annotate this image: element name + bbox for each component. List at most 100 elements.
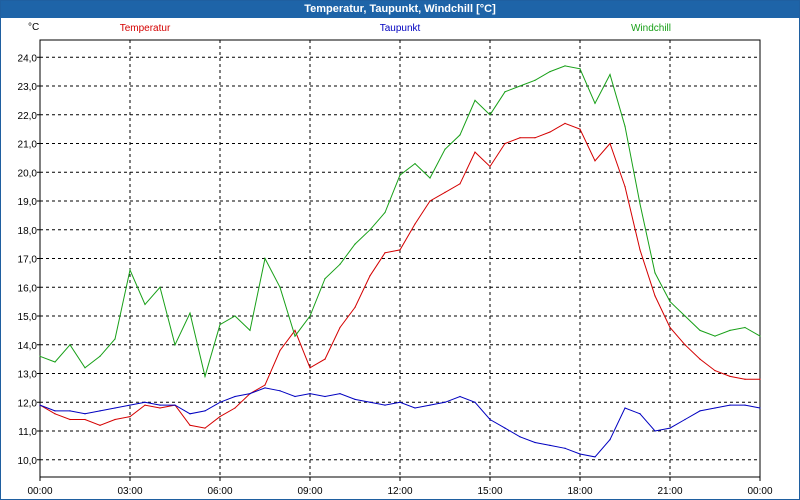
data-point-windchill xyxy=(84,367,86,369)
x-tick-label-time: 21:00 xyxy=(657,486,682,497)
data-point-windchill xyxy=(324,278,326,280)
data-point-temperatur xyxy=(204,427,206,429)
data-point-taupunkt xyxy=(744,404,746,406)
data-point-windchill xyxy=(189,312,191,314)
y-tick-label: 20,0 xyxy=(18,168,38,179)
data-point-temperatur xyxy=(339,326,341,329)
data-point-windchill xyxy=(144,303,146,306)
data-point-taupunkt xyxy=(219,401,221,403)
data-point-temperatur xyxy=(459,183,461,185)
data-point-temperatur xyxy=(639,249,641,251)
data-point-temperatur xyxy=(144,404,146,406)
data-point-taupunkt xyxy=(54,410,56,412)
data-point-windchill xyxy=(744,326,746,329)
data-point-taupunkt xyxy=(294,395,296,398)
y-axis-label: °C xyxy=(28,22,39,33)
data-point-windchill xyxy=(129,269,131,271)
data-point-temperatur xyxy=(69,418,71,421)
y-tick-label: 22,0 xyxy=(18,111,38,122)
data-point-windchill xyxy=(489,114,491,116)
data-point-temperatur xyxy=(699,358,701,360)
data-point-temperatur xyxy=(519,137,521,139)
data-point-taupunkt xyxy=(339,393,341,395)
data-point-windchill xyxy=(759,335,761,337)
data-point-windchill xyxy=(669,301,671,303)
data-point-taupunkt xyxy=(414,407,416,409)
data-point-temperatur xyxy=(354,306,356,308)
data-point-taupunkt xyxy=(69,410,71,412)
line-chart: 10,0 11,0 12,0 13,0 14,0 15,0 16,0 17,0 18,0 19,0… xyxy=(18,22,773,497)
data-point-taupunkt xyxy=(114,407,116,409)
series-line-taupunkt xyxy=(39,387,761,458)
y-tick-label: 18,0 xyxy=(18,226,38,237)
data-point-temperatur xyxy=(279,349,281,352)
data-point-temperatur xyxy=(54,413,56,415)
x-tick-label-time: 15:00 xyxy=(477,486,502,497)
data-point-taupunkt xyxy=(129,404,131,406)
data-point-windchill xyxy=(219,324,221,326)
data-point-taupunkt xyxy=(669,427,671,429)
data-point-temperatur xyxy=(669,326,671,329)
data-point-taupunkt xyxy=(279,390,281,392)
data-point-windchill xyxy=(339,263,341,265)
data-point-temperatur xyxy=(489,165,491,168)
data-point-temperatur xyxy=(189,424,191,426)
data-point-taupunkt xyxy=(504,427,506,429)
data-point-temperatur xyxy=(369,275,371,277)
data-point-temperatur xyxy=(714,370,716,372)
y-axis: 10,0 11,0 12,0 13,0 14,0 15,0 16,0 17,0 18,0 19,0… xyxy=(18,22,40,467)
data-point-windchill xyxy=(99,355,101,357)
data-point-windchill xyxy=(639,203,641,205)
data-point-taupunkt xyxy=(384,404,386,406)
data-point-taupunkt xyxy=(249,393,251,395)
data-point-windchill xyxy=(579,68,581,70)
data-point-temperatur xyxy=(84,418,86,421)
data-point-windchill xyxy=(684,315,686,317)
data-point-windchill xyxy=(474,99,476,101)
y-tick-label: 23,0 xyxy=(18,82,38,93)
y-tick-label: 16,0 xyxy=(18,283,38,294)
data-point-taupunkt xyxy=(99,410,101,412)
data-point-windchill xyxy=(729,329,731,331)
legend-label-taupunkt: Taupunkt xyxy=(380,23,421,34)
data-point-windchill xyxy=(204,375,206,377)
data-point-temperatur xyxy=(474,151,476,153)
data-point-windchill xyxy=(174,344,176,346)
data-point-temperatur xyxy=(729,375,731,377)
data-point-temperatur xyxy=(654,295,656,297)
data-point-taupunkt xyxy=(624,407,626,409)
data-point-taupunkt xyxy=(429,404,431,406)
data-point-temperatur xyxy=(624,186,626,188)
data-point-temperatur xyxy=(414,223,416,225)
data-point-windchill xyxy=(699,329,701,331)
data-point-windchill xyxy=(54,361,56,363)
data-point-temperatur xyxy=(264,384,266,386)
data-point-windchill xyxy=(39,355,41,357)
data-point-taupunkt xyxy=(174,404,176,406)
y-tick-label: 10,0 xyxy=(18,456,38,467)
data-point-temperatur xyxy=(444,191,446,193)
data-point-temperatur xyxy=(549,131,551,133)
data-point-taupunkt xyxy=(324,395,326,398)
y-tick-label: 15,0 xyxy=(18,312,38,323)
y-tick-label: 11,0 xyxy=(18,427,37,438)
y-tick-label: 13,0 xyxy=(18,370,38,381)
legend-label-temperatur: Temperatur xyxy=(120,23,171,34)
data-point-taupunkt xyxy=(39,404,41,406)
data-point-taupunkt xyxy=(399,401,401,403)
data-point-taupunkt xyxy=(489,418,491,421)
data-point-windchill xyxy=(264,257,266,260)
x-tick-label-time: 09:00 xyxy=(297,486,322,497)
chart-series xyxy=(39,65,761,458)
data-point-taupunkt xyxy=(609,439,611,441)
x-tick-label-time: 18:00 xyxy=(567,486,592,497)
data-point-windchill xyxy=(459,134,461,136)
data-point-taupunkt xyxy=(549,444,551,446)
data-point-temperatur xyxy=(744,378,746,380)
window-title: Temperatur, Taupunkt, Windchill [°C] xyxy=(1,1,799,18)
data-point-windchill xyxy=(399,174,401,176)
data-point-taupunkt xyxy=(564,447,566,449)
data-point-windchill xyxy=(279,286,281,288)
data-point-windchill xyxy=(714,335,716,337)
data-point-windchill xyxy=(624,125,626,127)
